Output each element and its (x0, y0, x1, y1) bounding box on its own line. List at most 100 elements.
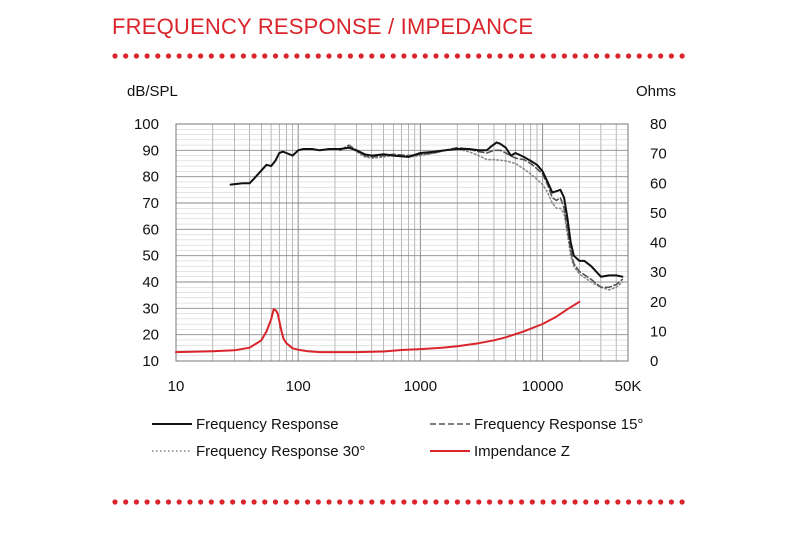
divider-dot (561, 53, 567, 59)
divider-dot (272, 53, 279, 59)
divider-dot (262, 499, 268, 505)
divider-dot (240, 53, 246, 59)
divider-dot (326, 53, 332, 59)
divider-dot (433, 53, 439, 59)
divider-dot (529, 499, 535, 505)
divider-dot (551, 53, 557, 59)
divider-dot (593, 499, 600, 505)
divider-dot (198, 499, 204, 505)
divider-dot (123, 53, 129, 59)
divider-dot (615, 499, 621, 505)
divider-dot (326, 499, 332, 505)
right-tick-label: 80 (650, 116, 667, 133)
bottom-dotted-divider (112, 499, 685, 505)
divider-dot (444, 53, 450, 59)
divider-dot (476, 53, 482, 59)
divider-dot (133, 499, 139, 505)
divider-dot (208, 53, 214, 59)
divider-dot (144, 53, 150, 59)
divider-dot (679, 53, 685, 59)
divider-dot (187, 53, 193, 59)
legend: Frequency Response Frequency Response 15°… (152, 416, 643, 460)
right-tick-label: 50 (650, 205, 667, 222)
divider-dot (401, 499, 407, 505)
divider-dot (165, 499, 172, 505)
divider-dot (337, 499, 343, 505)
divider-dot (454, 53, 460, 59)
x-tick-label: 10 (168, 378, 185, 395)
divider-dot (636, 53, 642, 59)
divider-dot (433, 499, 439, 505)
divider-dot (315, 499, 321, 505)
divider-dot (615, 53, 621, 59)
left-tick-label: 20 (142, 327, 159, 344)
divider-dot (658, 499, 664, 505)
divider-dot (508, 499, 514, 505)
divider-dot (604, 499, 610, 505)
divider-dot (112, 499, 118, 505)
left-tick-label: 70 (142, 195, 159, 212)
divider-dot (561, 499, 567, 505)
page-title: FREQUENCY RESPONSE / IMPEDANCE (112, 14, 534, 39)
divider-dot (497, 53, 503, 59)
grid (176, 123, 628, 362)
divider-dot (208, 499, 214, 505)
divider-dot (444, 499, 450, 505)
series-layer (175, 141, 624, 354)
divider-dot (497, 499, 503, 505)
top-dotted-divider (112, 53, 685, 59)
divider-dot (305, 499, 311, 505)
left-axis-label: dB/SPL (127, 83, 178, 100)
divider-dot (283, 53, 289, 59)
divider-dot (155, 499, 161, 505)
divider-dot (294, 499, 300, 505)
right-tick-label: 60 (650, 175, 667, 192)
divider-dot (112, 53, 118, 59)
divider-dot (422, 499, 428, 505)
divider-dot (604, 53, 610, 59)
divider-dot (219, 499, 225, 505)
series-line-2 (339, 145, 624, 291)
divider-dot (476, 499, 482, 505)
divider-dot (155, 53, 161, 59)
divider-dot (508, 53, 514, 59)
divider-dot (165, 53, 172, 59)
right-tick-label: 40 (650, 235, 667, 252)
divider-dot (198, 53, 204, 59)
divider-dot (519, 499, 525, 505)
divider-dot (176, 499, 182, 505)
left-tick-label: 100 (134, 116, 159, 133)
right-tick-label: 0 (650, 353, 658, 370)
divider-dot (347, 53, 353, 59)
left-tick-label: 90 (142, 142, 159, 159)
divider-dot (540, 53, 546, 59)
divider-dot (251, 499, 257, 505)
divider-dot (347, 499, 353, 505)
legend-label-3: Impendance Z (474, 443, 570, 460)
divider-dot (337, 53, 343, 59)
divider-dot (379, 499, 386, 505)
divider-dot (647, 499, 653, 505)
divider-dot (315, 53, 321, 59)
legend-label-0: Frequency Response (196, 416, 339, 433)
divider-dot (176, 53, 182, 59)
right-tick-label: 30 (650, 264, 667, 281)
divider-dot (369, 53, 375, 59)
divider-dot (305, 53, 311, 59)
series-line-0 (229, 141, 624, 278)
right-axis-label: Ohms (636, 83, 676, 100)
divider-dot (626, 499, 632, 505)
plot-frame (175, 123, 629, 362)
x-tick-label: 10000 (522, 378, 564, 395)
left-tick-label: 80 (142, 169, 159, 186)
series-line-1 (339, 144, 624, 289)
x-tick-label: 100 (286, 378, 311, 395)
series-line-3 (175, 300, 581, 354)
tick-labels: 1020304050607080901000102030405060708010… (134, 116, 667, 395)
divider-dot (379, 53, 386, 59)
divider-dot (486, 499, 493, 505)
legend-label-2: Frequency Response 30° (196, 443, 365, 460)
divider-dot (251, 53, 257, 59)
left-tick-label: 10 (142, 353, 159, 370)
divider-dot (529, 53, 535, 59)
